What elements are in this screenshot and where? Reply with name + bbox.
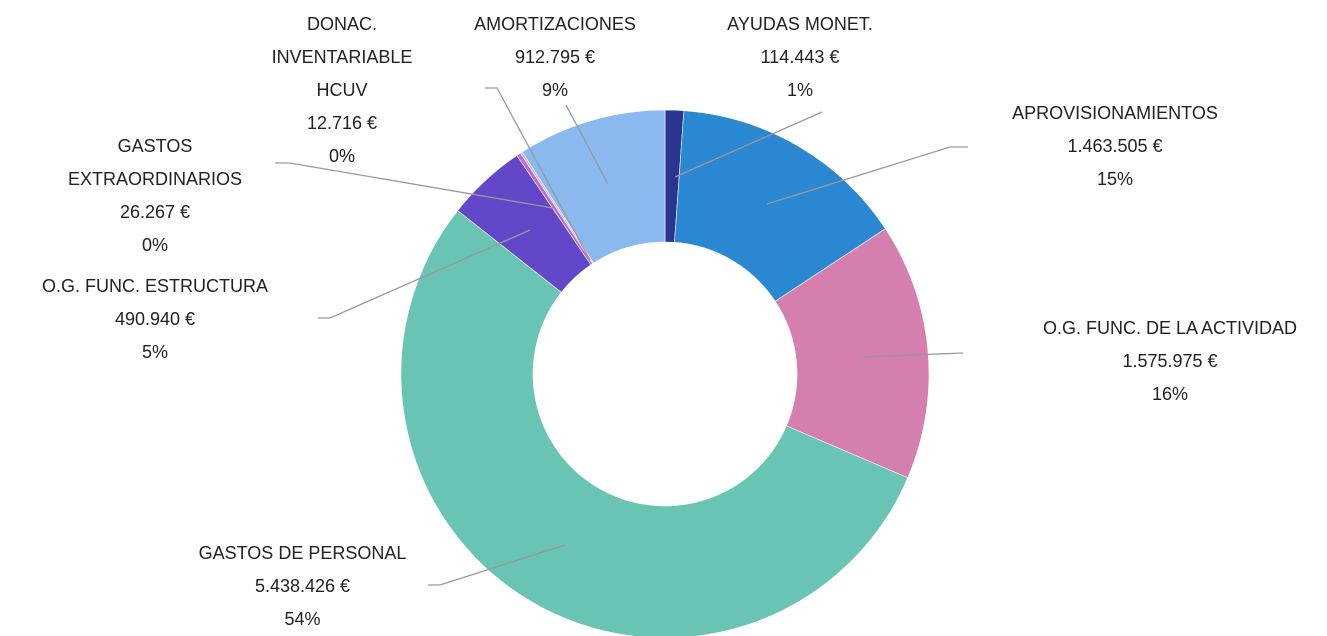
category-label: GASTOS DE PERSONAL	[198, 543, 407, 563]
percent-label: 0%	[328, 146, 355, 166]
category-label: APROVISIONAMIENTOS	[1012, 103, 1218, 123]
data-label: GASTOS DE PERSONAL 5.438.426 € 54%	[160, 537, 445, 636]
category-label: O.G. FUNC. DE LA ACTIVIDAD	[1042, 318, 1298, 338]
leader-line	[766, 146, 968, 205]
value-label: 5.438.426 €	[254, 576, 351, 596]
percent-label: 15%	[1096, 169, 1134, 189]
donut-slice	[521, 109, 666, 264]
category-label: AMORTIZACIONES	[474, 14, 636, 34]
data-label: O.G. FUNC. DE LA ACTIVIDAD 1.575.975 € 16%	[1000, 312, 1327, 411]
category-label: AYUDAS MONET.	[727, 14, 873, 34]
leader-line	[318, 229, 531, 319]
leader-line	[565, 104, 609, 185]
value-label: 1.575.975 €	[1122, 351, 1218, 371]
leader-line	[275, 162, 554, 209]
category-label: DONAC. INVENTARIABLE HCUV	[271, 14, 413, 100]
leader-line	[861, 352, 964, 358]
value-label: 490.940 €	[114, 309, 196, 329]
value-label: 12.716 €	[306, 113, 378, 133]
data-label: GASTOS EXTRAORDINARIOS 26.267 € 0%	[40, 130, 270, 262]
value-label: 114.443 €	[760, 47, 840, 67]
data-label: APROVISIONAMIENTOS 1.463.505 € 15%	[980, 97, 1250, 196]
value-label: 912.795 €	[514, 47, 596, 67]
donut-slice	[674, 110, 886, 302]
value-label: 1.463.505 €	[1067, 136, 1163, 156]
leader-line	[428, 544, 566, 586]
percent-label: 1%	[786, 80, 813, 100]
percent-label: 16%	[1151, 384, 1189, 404]
leader-line	[485, 87, 591, 261]
percent-label: 9%	[541, 80, 568, 100]
donut-slice	[774, 228, 930, 479]
percent-label: 0%	[141, 235, 168, 255]
category-label: GASTOS EXTRAORDINARIOS	[67, 136, 243, 189]
percent-label: 54%	[284, 609, 321, 629]
category-label: O.G. FUNC. ESTRUCTURA	[41, 276, 268, 296]
donut-slice	[400, 210, 909, 636]
data-label: DONAC. INVENTARIABLE HCUV 12.716 € 0%	[262, 8, 422, 173]
data-label: O.G. FUNC. ESTRUCTURA 490.940 € 5%	[0, 270, 310, 369]
value-label: 26.267 €	[119, 202, 191, 222]
leader-line	[674, 111, 823, 178]
data-label: AYUDAS MONET. 114.443 € 1%	[700, 8, 900, 107]
percent-label: 5%	[141, 342, 168, 362]
data-label: AMORTIZACIONES 912.795 € 9%	[450, 8, 660, 107]
